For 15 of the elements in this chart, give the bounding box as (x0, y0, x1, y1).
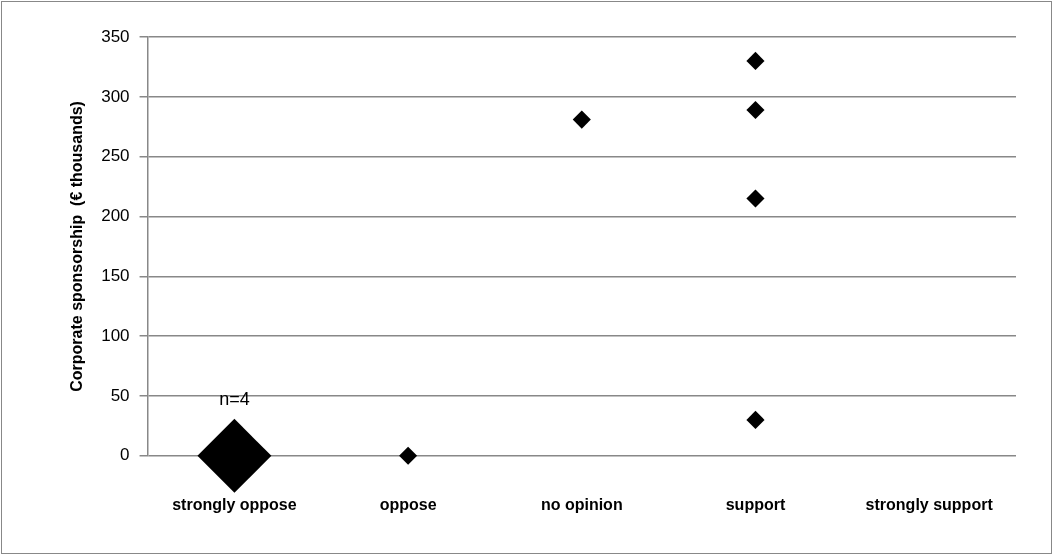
y-tick-label: 100 (101, 325, 130, 345)
y-tick-label: 0 (120, 445, 130, 465)
x-tick-label: strongly support (865, 495, 994, 513)
y-axis-title: Corporate sponsorship (€ thousands) (68, 101, 86, 392)
y-tick-label: 200 (101, 206, 130, 226)
y-tick-label: 250 (101, 146, 130, 166)
y-tick-label: 150 (101, 266, 130, 285)
annotation: n=4 (219, 389, 250, 410)
x-tick-label: support (725, 495, 786, 513)
x-tick-label: no opinion (540, 495, 623, 513)
x-tick-label: oppose (379, 495, 437, 513)
x-tick-label: strongly oppose (172, 495, 297, 513)
y-tick-label: 300 (101, 86, 130, 106)
y-tick-label: 350 (101, 26, 130, 46)
y-tick-label: 50 (110, 385, 130, 405)
